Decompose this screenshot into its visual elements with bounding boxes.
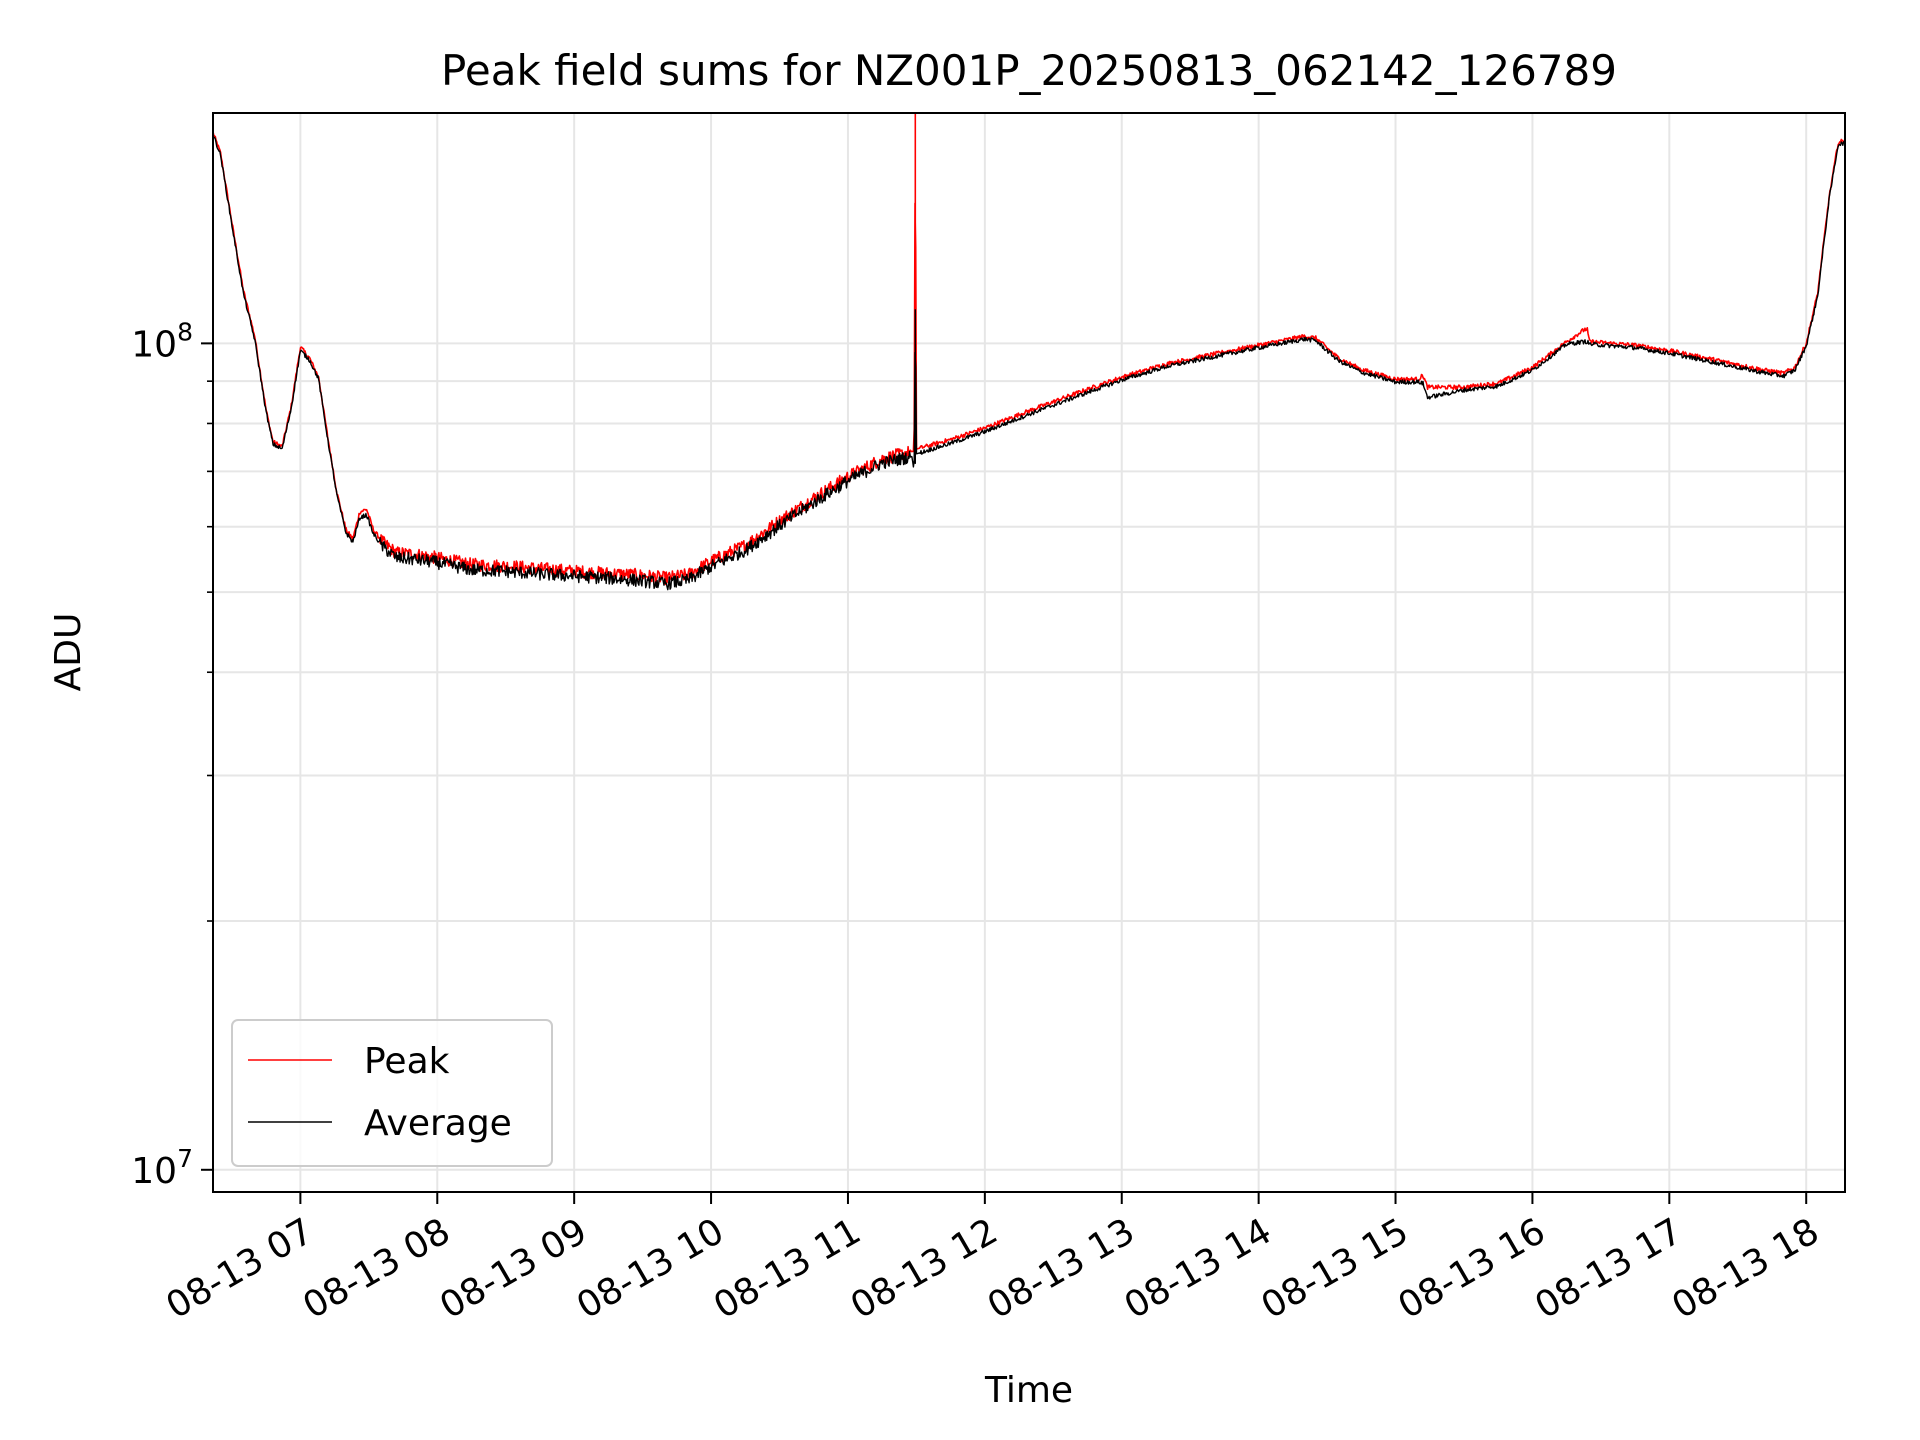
series-line-average: [213, 135, 1845, 591]
y-tick-label: 108: [131, 317, 193, 365]
y-axis-label: ADU: [48, 613, 89, 692]
legend-label-peak: Peak: [364, 1041, 450, 1082]
legend: Peak Average: [231, 1019, 553, 1167]
legend-box: [231, 1019, 553, 1167]
chart-title: Peak field sums for NZ001P_20250813_0621…: [441, 46, 1617, 95]
legend-label-average: Average: [364, 1103, 512, 1144]
grid: [213, 113, 1845, 1192]
x-axis-label: Time: [984, 1370, 1073, 1411]
plot-frame: [212, 112, 1846, 1193]
series-layer: [213, 113, 1845, 591]
y-tick-label: 107: [131, 1144, 193, 1192]
